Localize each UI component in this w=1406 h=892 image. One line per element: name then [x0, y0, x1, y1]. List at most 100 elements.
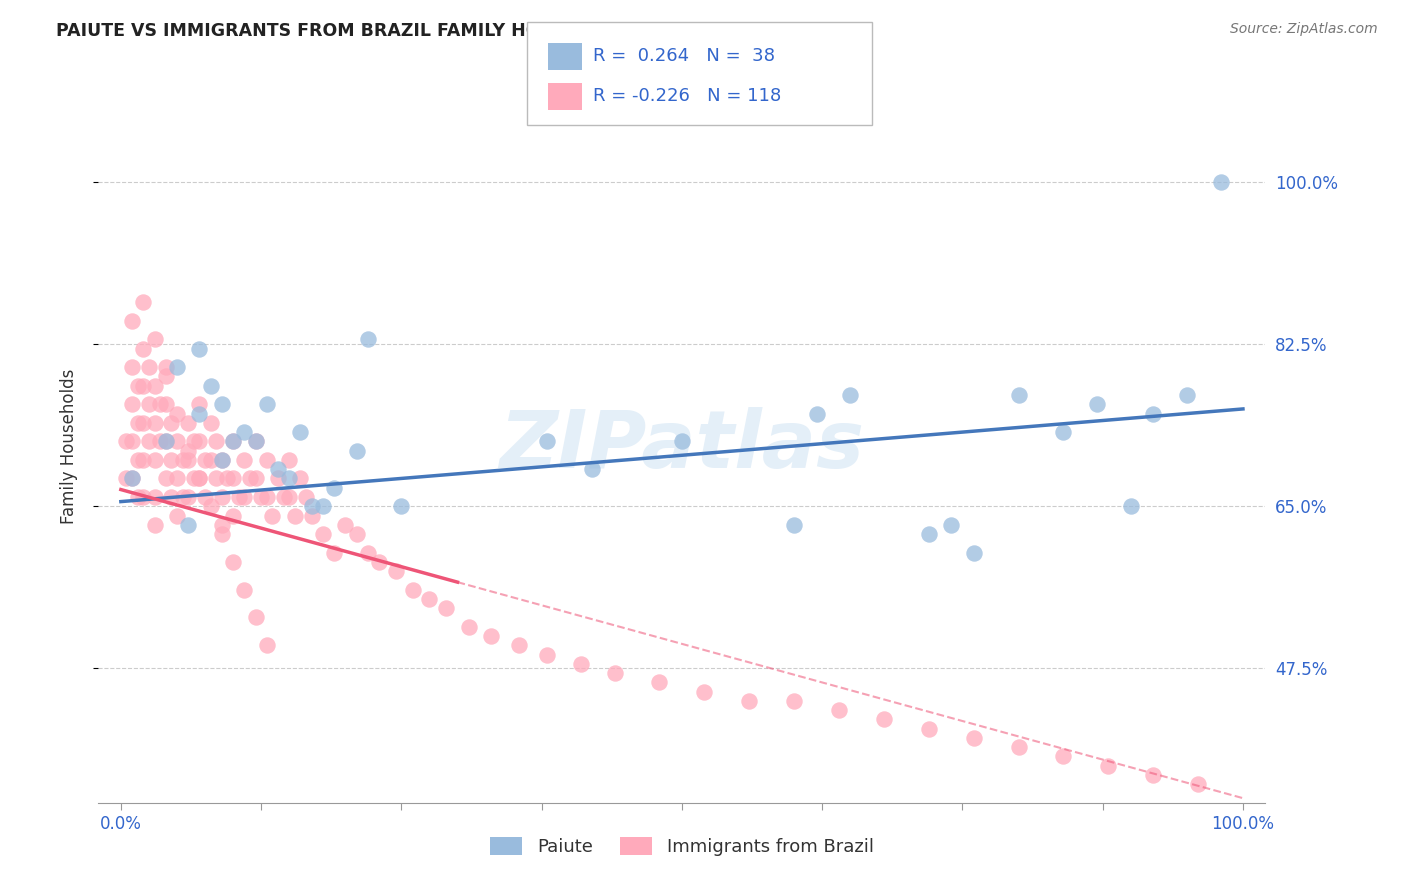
Point [115, 434, 138, 449]
Point [278, 490, 301, 504]
Point [177, 490, 200, 504]
Point [166, 407, 188, 421]
Point [603, 666, 626, 681]
Point [693, 684, 716, 698]
Point [434, 601, 457, 615]
Point [211, 490, 233, 504]
Point [357, 333, 380, 347]
Point [211, 453, 233, 467]
Point [262, 508, 284, 523]
Point [143, 333, 166, 347]
Point [143, 378, 166, 392]
Point [127, 378, 149, 392]
Point [839, 388, 862, 402]
Y-axis label: Family Households: Family Households [59, 368, 77, 524]
Point [368, 555, 391, 569]
Point [1007, 740, 1029, 755]
Point [132, 490, 155, 504]
Point [115, 471, 138, 485]
Point [918, 722, 941, 736]
Point [172, 453, 194, 467]
Point [1187, 777, 1209, 791]
Point [256, 638, 278, 652]
Point [127, 416, 149, 430]
Point [121, 314, 143, 328]
Point [245, 434, 267, 449]
Point [323, 545, 346, 559]
Point [1142, 768, 1164, 782]
Point [245, 434, 267, 449]
Point [1119, 500, 1142, 514]
Point [160, 490, 183, 504]
Point [194, 453, 217, 467]
Point [211, 397, 233, 411]
Point [155, 397, 177, 411]
Point [138, 434, 160, 449]
Point [188, 434, 211, 449]
Point [301, 508, 323, 523]
Point [256, 490, 278, 504]
Point [121, 434, 143, 449]
Point [273, 490, 295, 504]
Point [188, 342, 211, 356]
Point [188, 407, 211, 421]
Point [806, 407, 828, 421]
Point [211, 453, 233, 467]
Point [239, 471, 262, 485]
Point [177, 517, 200, 532]
Point [335, 517, 357, 532]
Point [267, 462, 290, 476]
Point [127, 490, 149, 504]
Point [177, 453, 200, 467]
Point [941, 517, 963, 532]
Point [1052, 749, 1074, 764]
Legend: Paiute, Immigrants from Brazil: Paiute, Immigrants from Brazil [481, 828, 883, 865]
Point [267, 471, 290, 485]
Point [155, 369, 177, 384]
Point [194, 490, 217, 504]
Point [284, 508, 307, 523]
Point [828, 703, 851, 717]
Point [357, 545, 380, 559]
Point [149, 397, 172, 411]
Point [121, 471, 143, 485]
Point [233, 453, 256, 467]
Point [160, 453, 183, 467]
Point [256, 397, 278, 411]
Point [312, 500, 335, 514]
Point [143, 490, 166, 504]
Point [127, 453, 149, 467]
Point [205, 471, 228, 485]
Point [222, 471, 245, 485]
Point [295, 490, 318, 504]
Point [245, 471, 267, 485]
Point [177, 416, 200, 430]
Point [121, 397, 143, 411]
Point [138, 360, 160, 375]
Point [132, 378, 155, 392]
Point [278, 453, 301, 467]
Point [278, 471, 301, 485]
Point [155, 360, 177, 375]
Point [188, 471, 211, 485]
Point [738, 694, 761, 708]
Point [1085, 397, 1108, 411]
Point [581, 462, 603, 476]
Point [671, 434, 693, 449]
Point [384, 564, 406, 578]
Point [418, 591, 440, 606]
Point [918, 527, 941, 541]
Point [233, 490, 256, 504]
Text: R = -0.226   N = 118: R = -0.226 N = 118 [593, 87, 782, 105]
Point [233, 425, 256, 439]
Point [200, 453, 222, 467]
Point [346, 443, 368, 458]
Text: ZIPatlas: ZIPatlas [499, 407, 865, 485]
Point [160, 416, 183, 430]
Point [205, 434, 228, 449]
Point [211, 527, 233, 541]
Text: Source: ZipAtlas.com: Source: ZipAtlas.com [1230, 22, 1378, 37]
Point [217, 471, 239, 485]
Point [1209, 175, 1232, 189]
Point [508, 638, 530, 652]
